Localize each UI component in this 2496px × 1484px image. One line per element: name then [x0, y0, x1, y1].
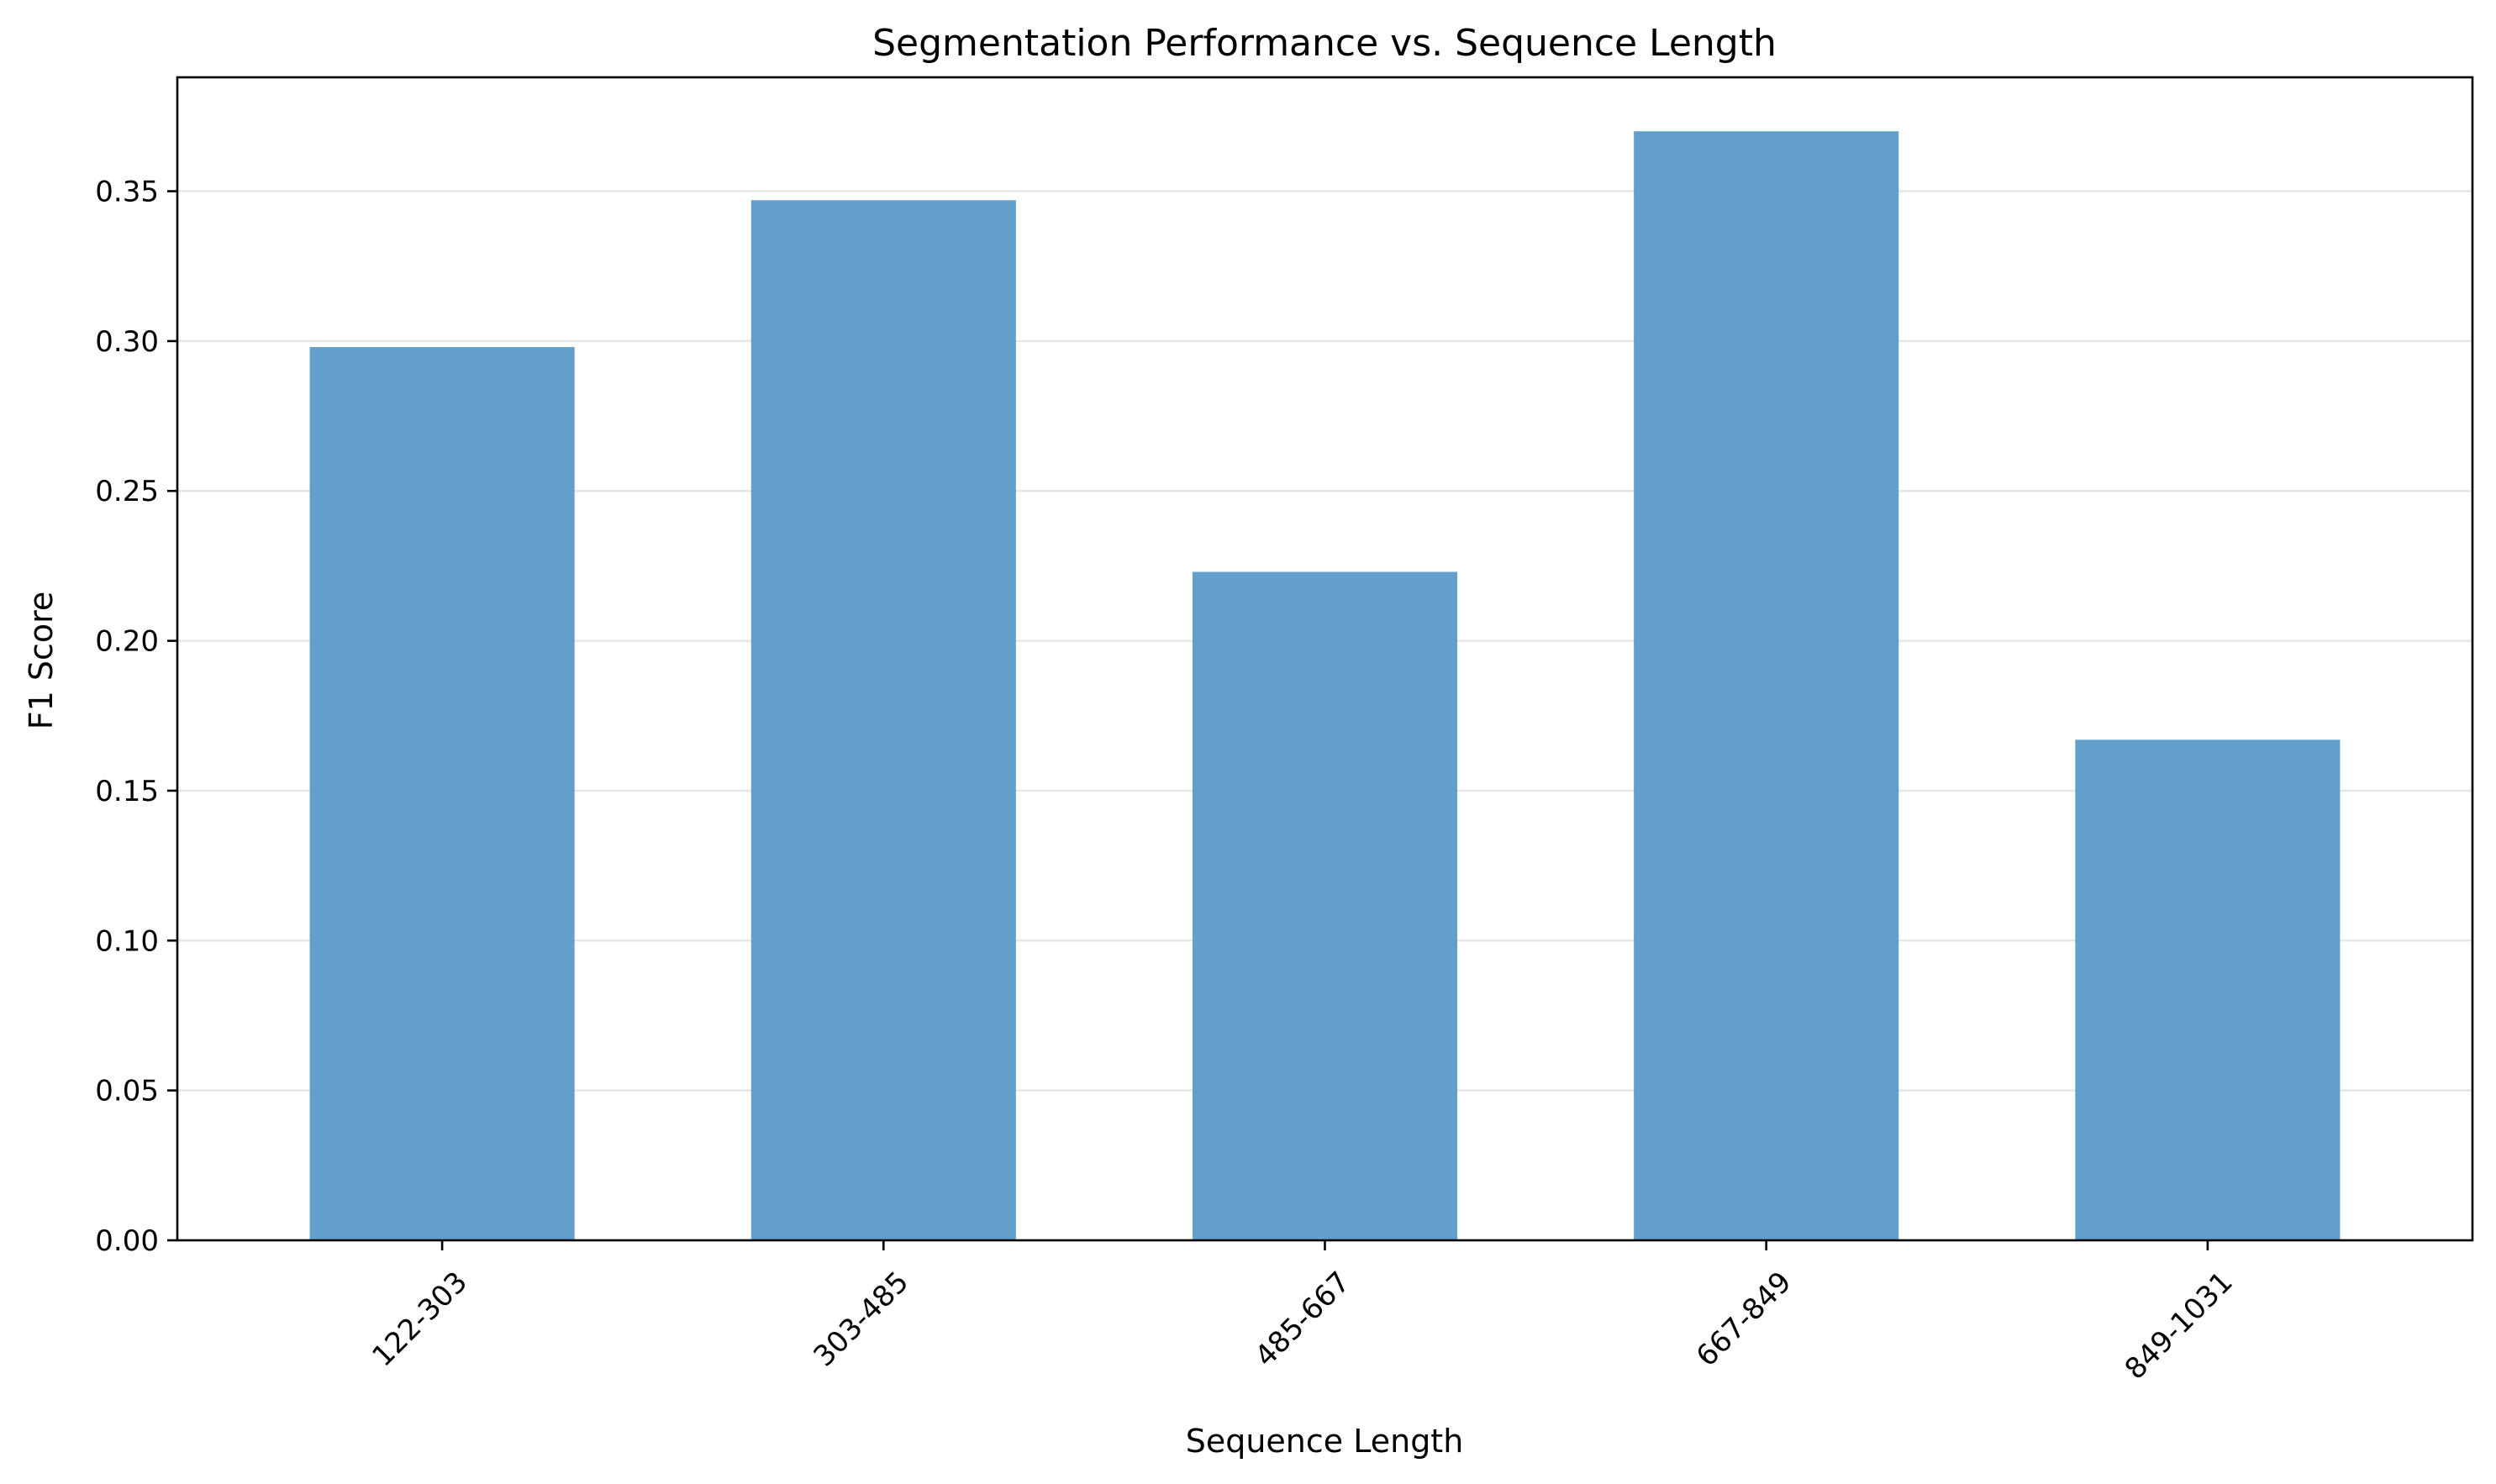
y-tick-label: 0.00: [95, 1224, 159, 1258]
y-axis-label: F1 Score: [23, 592, 60, 730]
y-tick-label: 0.10: [95, 924, 159, 958]
bar-849-1031: [2075, 739, 2341, 1240]
bar-667-849: [1634, 131, 1899, 1241]
bar-485-667: [1192, 571, 1458, 1240]
y-axis-ticks: 0.00 0.05 0.10 0.15 0.20 0.25 0.30 0.35: [95, 176, 177, 1258]
y-tick-label: 0.20: [95, 625, 159, 659]
y-tick-label: 0.15: [95, 775, 159, 808]
y-tick-label: 0.25: [95, 475, 159, 508]
bar-303-485: [750, 200, 1016, 1240]
bar-122-303: [309, 347, 575, 1241]
y-tick-label: 0.35: [95, 176, 159, 209]
y-tick-label: 0.05: [95, 1075, 159, 1108]
y-tick-label: 0.30: [95, 325, 159, 359]
bars: [309, 131, 2341, 1241]
chart-title: Segmentation Performance vs. Sequence Le…: [872, 22, 1777, 65]
x-axis-label: Sequence Length: [1186, 1423, 1464, 1460]
